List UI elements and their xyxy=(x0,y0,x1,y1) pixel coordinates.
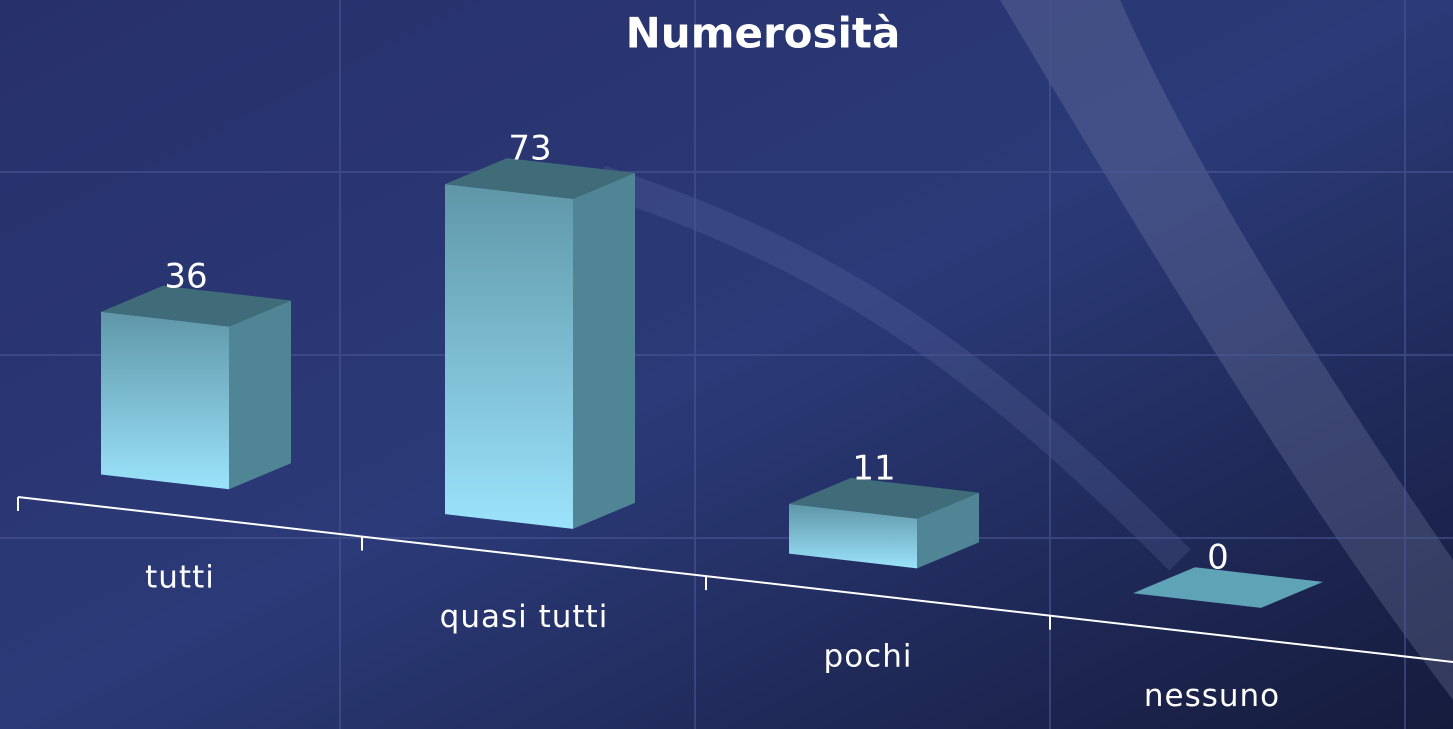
x-tick-label: nessuno xyxy=(1144,678,1280,714)
value-label: 73 xyxy=(508,129,551,169)
x-tick-label: pochi xyxy=(824,638,913,674)
value-label: 0 xyxy=(1207,538,1229,578)
background-swoosh xyxy=(595,165,1191,571)
x-axis xyxy=(17,496,1453,663)
bar xyxy=(445,158,635,529)
bar-side xyxy=(229,300,291,490)
x-tick-label: quasi tutti xyxy=(440,599,609,635)
bar-front xyxy=(789,503,917,569)
bar-front xyxy=(101,311,229,490)
chart-title: Numerosità xyxy=(626,9,901,58)
bar-front xyxy=(445,184,573,529)
bar-top xyxy=(445,158,635,199)
x-tick-label: tutti xyxy=(145,559,215,595)
bar-side xyxy=(573,172,635,529)
bar-top xyxy=(101,285,291,327)
bar xyxy=(789,477,979,569)
bar-top xyxy=(1133,567,1323,608)
bar xyxy=(1133,567,1323,608)
value-label: 36 xyxy=(164,256,207,296)
bar xyxy=(101,285,291,490)
bar-top xyxy=(789,477,979,519)
background-swoosh xyxy=(1000,0,1453,700)
value-label: 11 xyxy=(852,448,895,488)
bar-side xyxy=(917,492,979,569)
